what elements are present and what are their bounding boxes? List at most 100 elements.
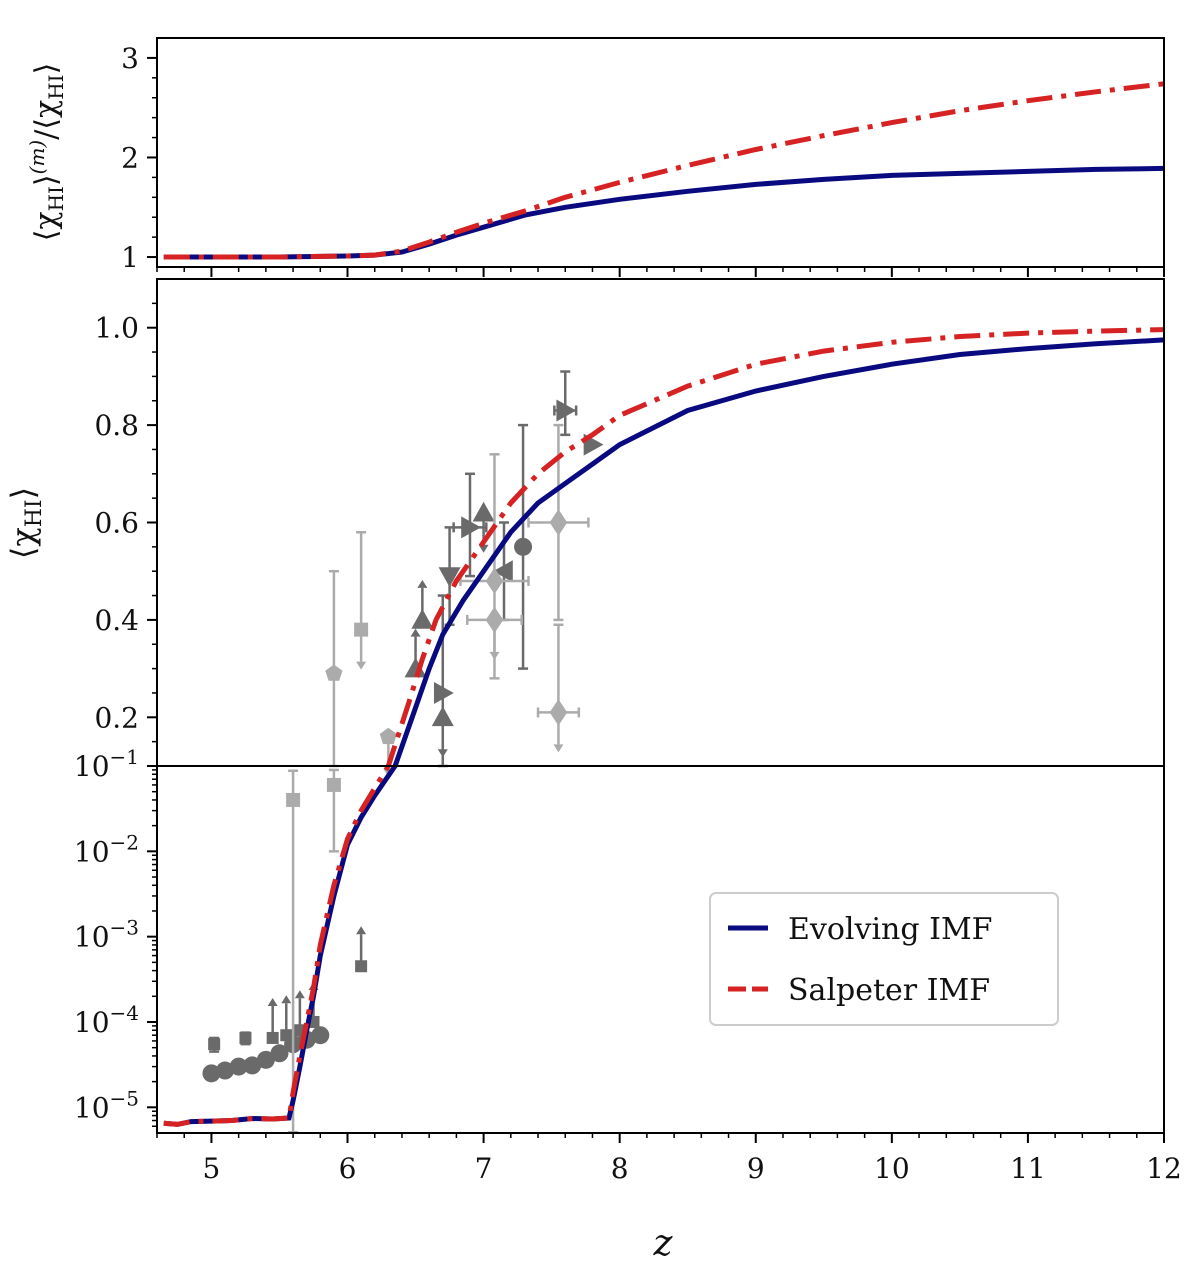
- x-tick-label: 12: [1146, 1152, 1182, 1185]
- observation-point: [354, 530, 369, 670]
- top-line-evolving-imf: [163, 165, 1164, 260]
- top-line-salpeter-imf: [163, 81, 1164, 260]
- limit-arrow-head: [410, 628, 421, 637]
- legend-box: [709, 892, 1059, 1026]
- log-y-tick-label: 10−5: [74, 1086, 139, 1124]
- observation-point: [452, 472, 488, 578]
- x-tick-label: 7: [475, 1152, 493, 1185]
- top-y-ticks: 1 2 3: [121, 42, 157, 274]
- legend-label-salpeter-imf: Salpeter IMF: [788, 973, 990, 1008]
- marker-square: [286, 792, 301, 807]
- marker-triangle-up: [404, 657, 427, 678]
- limit-arrow-head: [417, 579, 428, 588]
- observation-point: [311, 1026, 330, 1045]
- limit-arrow-head: [478, 544, 489, 553]
- marker-circle: [202, 1064, 221, 1083]
- observation-point: [326, 768, 341, 853]
- x-tick-label: 9: [747, 1152, 765, 1185]
- limit-arrow-head: [294, 990, 305, 999]
- limit-arrow-head: [356, 661, 367, 670]
- x-tick-label: 8: [611, 1152, 629, 1185]
- top-panel: 1 2 3 ⟨χHI⟩(m)/⟨χHI⟩: [25, 37, 1165, 277]
- marker-circle: [256, 1050, 275, 1069]
- log-y-tick-label: 10−3: [74, 916, 139, 954]
- top-panel-frame: [156, 37, 1165, 268]
- marker-diamond: [485, 606, 504, 634]
- main-panel: 0.2 0.4 0.6 0.8 1.0 10−1 10−2 10−3 10−4 10−5 5 6 7 8…: [4, 278, 1182, 1264]
- observation-point: [466, 606, 523, 660]
- x-tick-label: 5: [203, 1152, 221, 1185]
- marker-circle: [243, 1056, 262, 1075]
- limit-arrow-head: [489, 651, 500, 660]
- log-y-tick-label: 10−2: [74, 830, 139, 868]
- observation-point: [239, 1031, 252, 1046]
- top-x-ticks: [156, 267, 1165, 277]
- observation-point: [270, 1044, 289, 1063]
- main-y-tick-label: 0.6: [94, 507, 139, 540]
- marker-triangle-left: [493, 560, 513, 583]
- marker-triangle-right: [556, 399, 577, 422]
- limit-arrow-head: [553, 744, 564, 753]
- marker-triangle-right: [433, 681, 454, 704]
- marker-circle: [229, 1057, 248, 1076]
- observation-point: [280, 995, 293, 1042]
- observation-point: [243, 1056, 262, 1075]
- marker-diamond: [549, 699, 568, 726]
- log-y-tick-label: 10−1: [74, 745, 139, 783]
- observation-point: [553, 370, 578, 437]
- observation-point: [355, 926, 368, 973]
- x-tick-label: 10: [874, 1152, 910, 1185]
- observation-point: [536, 623, 581, 753]
- observation-point: [216, 1061, 235, 1080]
- marker-square: [355, 960, 368, 973]
- observation-point: [514, 423, 533, 670]
- marker-square: [280, 1029, 293, 1042]
- top-y-tick-label: 3: [121, 42, 139, 75]
- main-y-tick-label: 0.4: [94, 604, 139, 637]
- limit-arrow-head: [356, 926, 367, 935]
- marker-pentagon: [379, 727, 397, 745]
- observation-point: [208, 1036, 221, 1053]
- limit-arrow-head: [267, 997, 278, 1006]
- observation-point: [325, 569, 343, 768]
- log-y-tick-label: 10−4: [74, 1001, 139, 1039]
- observation-point: [202, 1064, 221, 1083]
- limit-arrow-head: [281, 995, 292, 1004]
- main-panel-frame: [156, 278, 1165, 1134]
- main-y-tick-label: 1.0: [94, 312, 139, 345]
- x-axis-label: z: [653, 1223, 674, 1264]
- observation-point: [256, 1050, 275, 1069]
- observation-point: [229, 1057, 248, 1076]
- marker-diamond: [549, 509, 568, 536]
- top-y-tick-label: 2: [121, 141, 139, 174]
- marker-circle: [311, 1026, 330, 1045]
- marker-circle: [514, 537, 533, 556]
- x-tick-label: 11: [1010, 1152, 1046, 1185]
- main-y-axis-label: ⟨χHI⟩: [4, 487, 47, 559]
- main-x-ticks: 5 6 7 8 9 10 11 12: [156, 1133, 1182, 1185]
- marker-circle: [216, 1061, 235, 1080]
- observation-point: [404, 628, 427, 678]
- marker-pentagon: [325, 664, 343, 681]
- top-y-axis-label: ⟨χHI⟩(m)/⟨χHI⟩: [25, 63, 68, 242]
- marker-triangle-down: [438, 567, 461, 588]
- marker-square: [266, 1031, 279, 1044]
- observations: [202, 370, 604, 1133]
- main-y-tick-label: 0.2: [94, 701, 139, 734]
- marker-circle: [270, 1044, 289, 1063]
- legend-label-evolving-imf: Evolving IMF: [788, 912, 993, 947]
- x-tick-label: 6: [339, 1152, 357, 1185]
- observation-point: [266, 997, 279, 1044]
- main-line-salpeter-imf: [163, 327, 1164, 1127]
- marker-triangle-right: [461, 516, 481, 539]
- marker-square: [307, 1015, 320, 1028]
- marker-square: [239, 1031, 252, 1044]
- marker-square: [354, 622, 369, 637]
- observation-point: [411, 579, 434, 629]
- main-y-ticks: 0.2 0.4 0.6 0.8 1.0 10−1 10−2 10−3 10−4 10−5: [74, 302, 157, 1127]
- marker-square: [208, 1038, 221, 1051]
- marker-square: [326, 777, 341, 792]
- legend: Evolving IMF Salpeter IMF: [709, 892, 1059, 1026]
- marker-triangle-up: [411, 608, 434, 629]
